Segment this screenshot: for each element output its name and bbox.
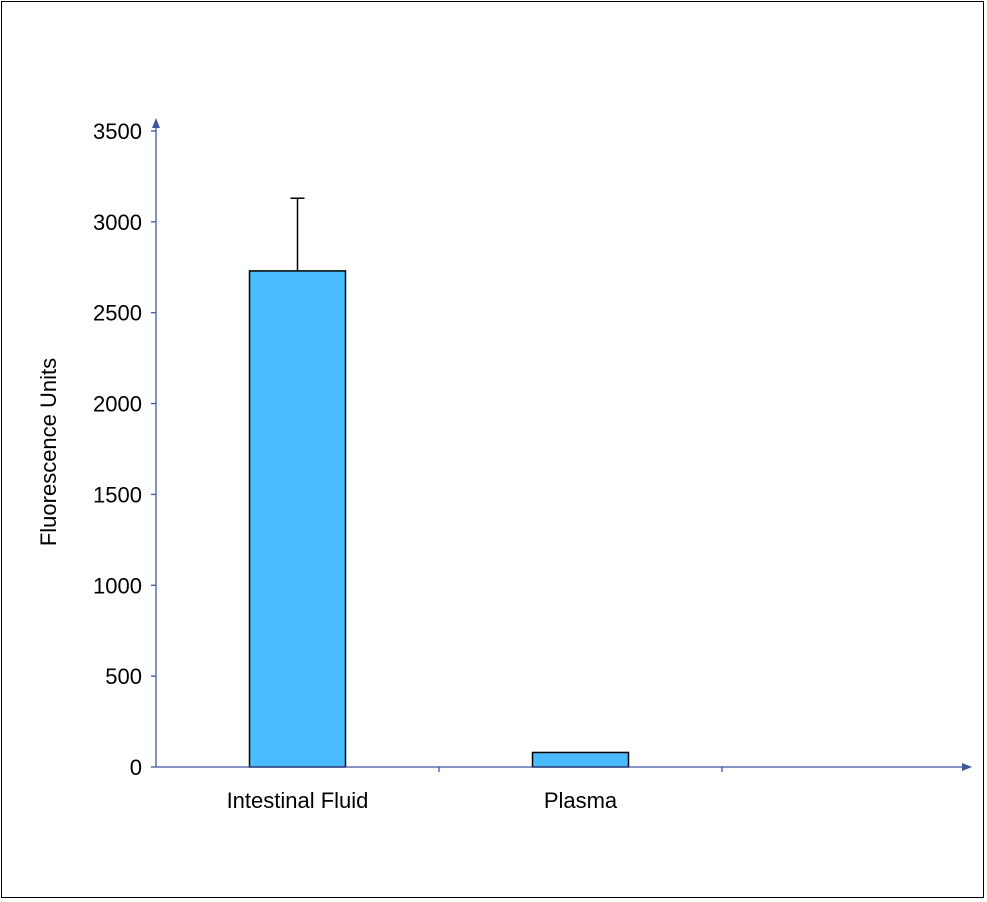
y-tick-label: 0 xyxy=(130,755,142,780)
y-axis-arrow xyxy=(152,118,160,128)
y-tick-label: 2500 xyxy=(93,301,142,326)
x-tick-label: Plasma xyxy=(544,788,618,813)
y-tick-label: 2000 xyxy=(93,392,142,417)
x-tick-label: Intestinal Fluid xyxy=(227,788,369,813)
x-axis-arrow xyxy=(962,763,972,771)
y-tick-label: 3500 xyxy=(93,119,142,144)
y-tick-label: 3000 xyxy=(93,210,142,235)
y-tick-label: 1500 xyxy=(93,482,142,507)
y-tick-label: 500 xyxy=(105,664,142,689)
y-tick-label: 1000 xyxy=(93,573,142,598)
bar-plasma xyxy=(531,751,630,768)
y-axis-title: Fluorescence Units xyxy=(36,358,61,546)
bar-intestinal-fluid xyxy=(248,270,347,768)
